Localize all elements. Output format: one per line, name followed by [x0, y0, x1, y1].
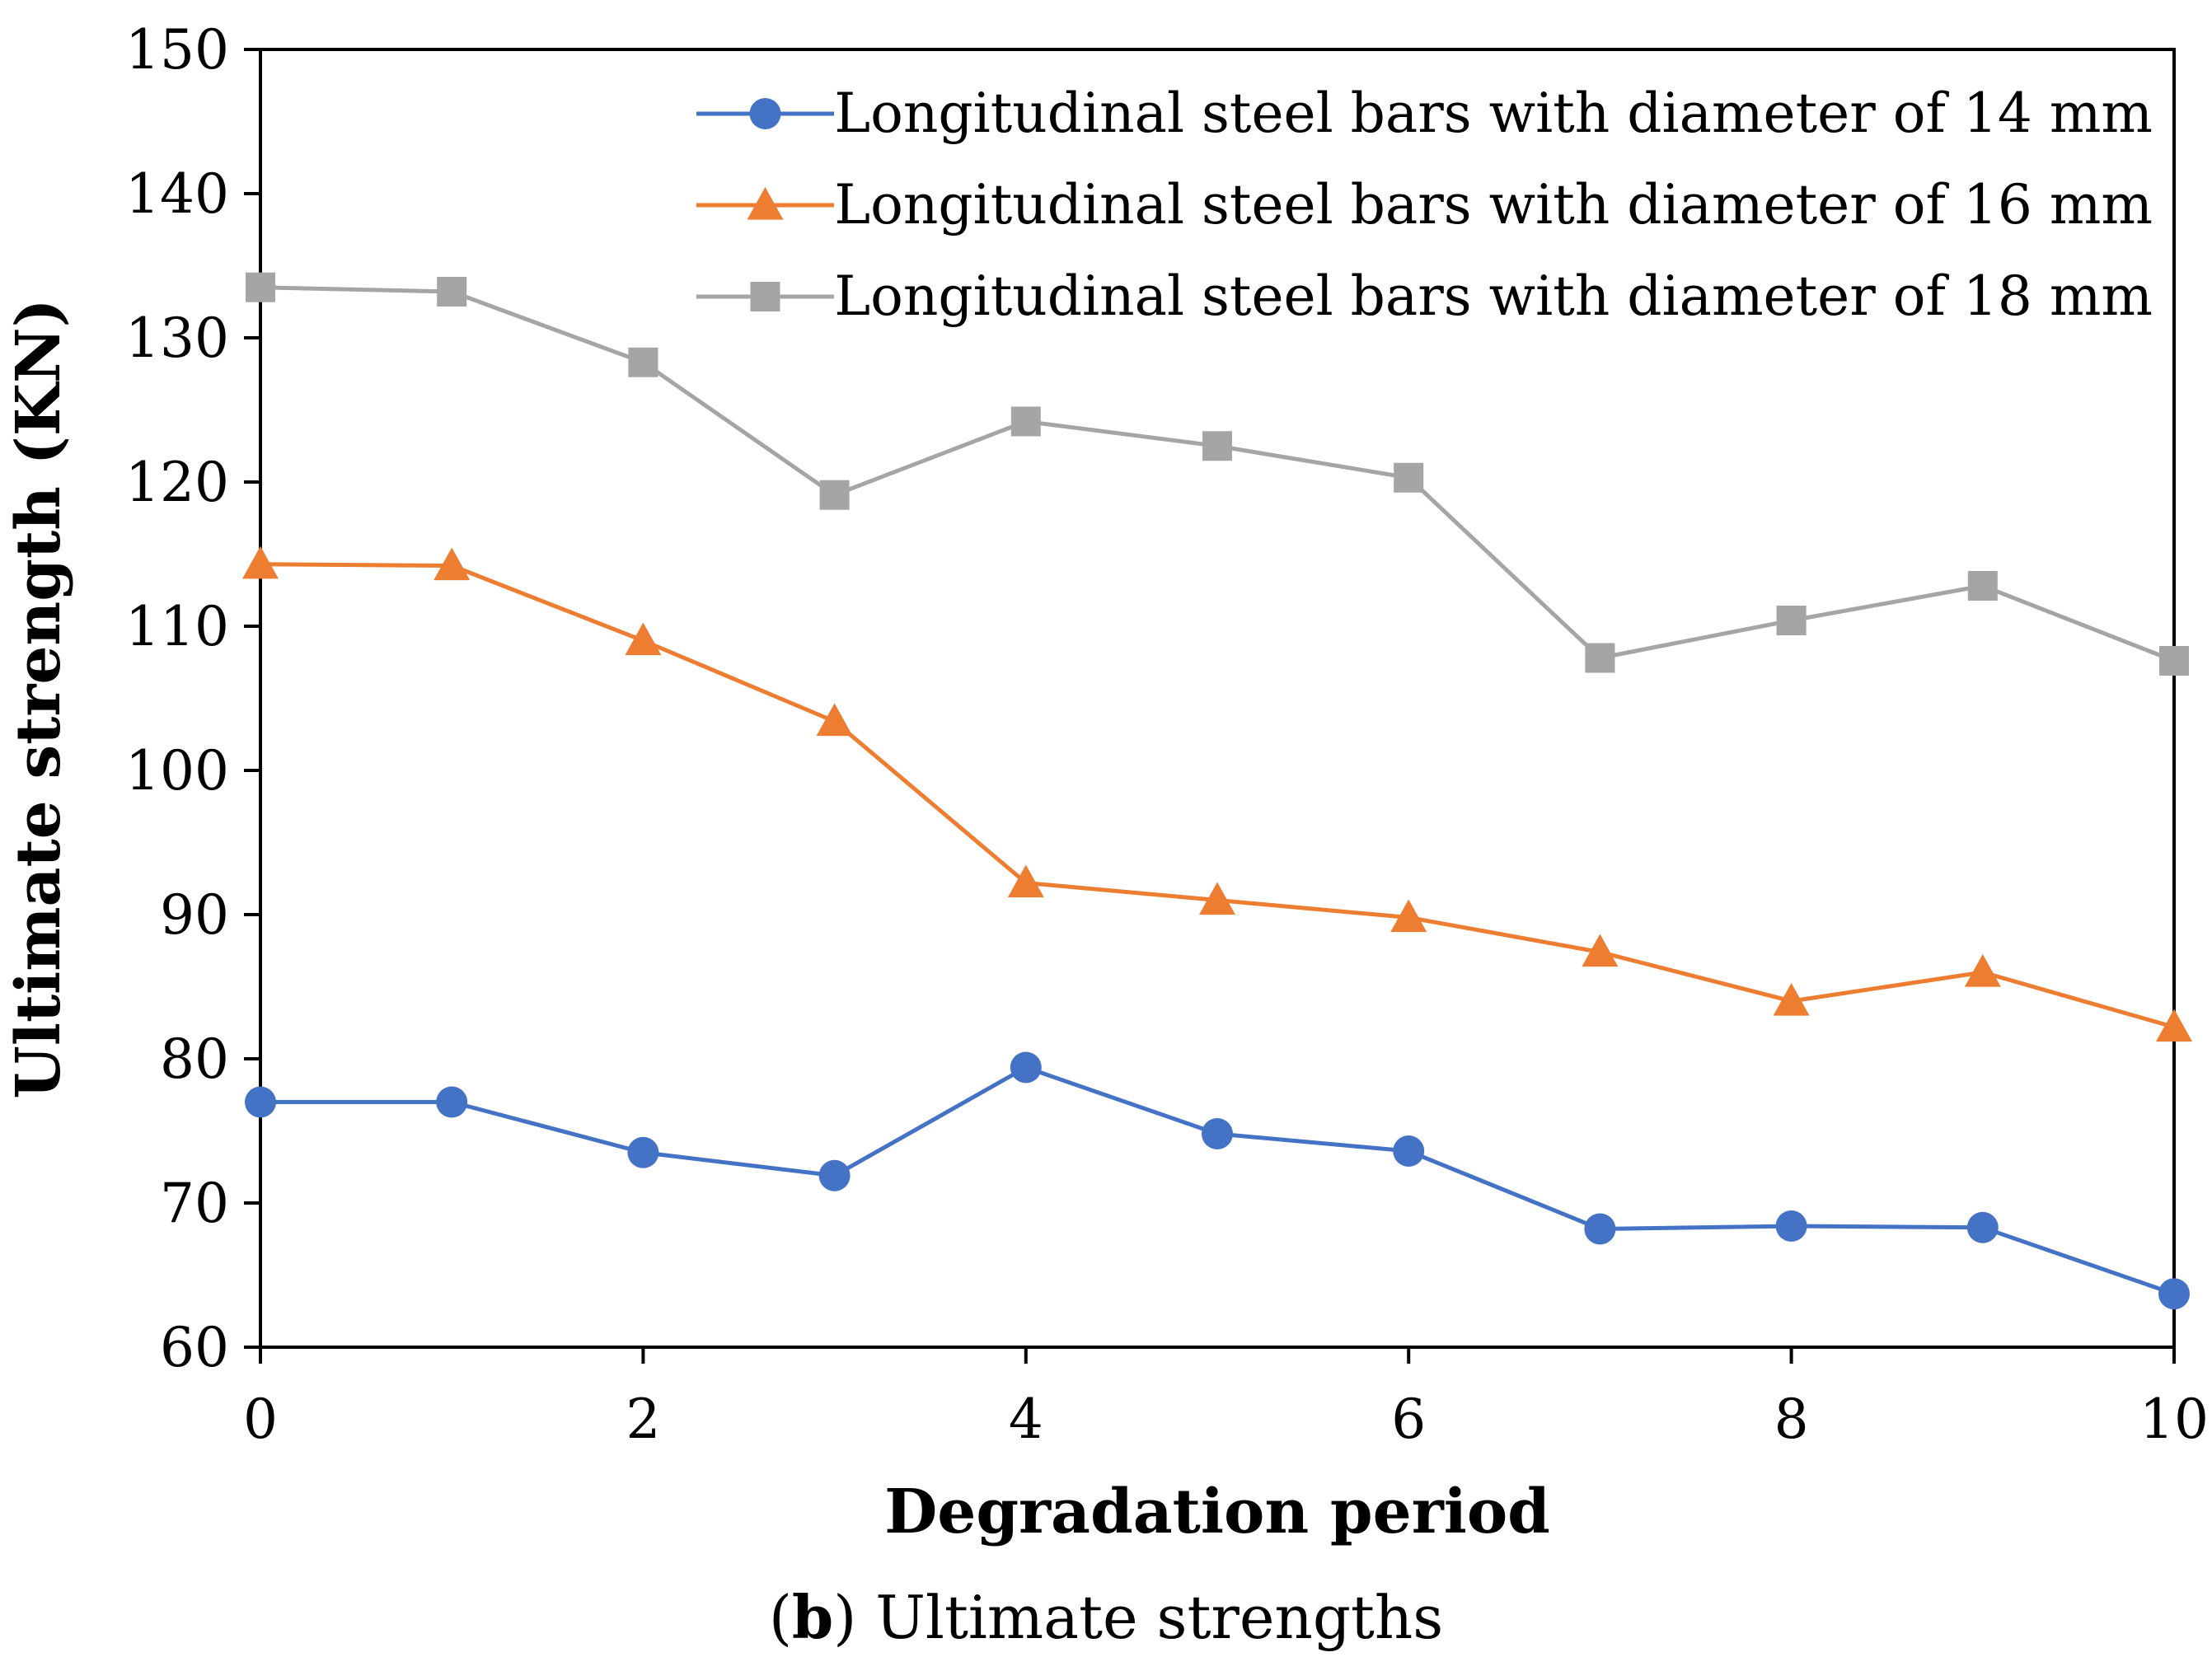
legend-item: Longitudinal steel bars with diameter of… — [696, 82, 2153, 145]
y-axis-title: Ultimate strength (KN) — [3, 298, 74, 1098]
data-point-marker — [1584, 1214, 1615, 1245]
data-point-marker — [2159, 646, 2189, 676]
figure-caption: (b) Ultimate strengths — [769, 1582, 1443, 1652]
data-point-marker — [628, 348, 658, 377]
legend-label: Longitudinal steel bars with diameter of… — [834, 82, 2153, 145]
legend: Longitudinal steel bars with diameter of… — [696, 82, 2153, 328]
x-axis-title: Degradation period — [884, 1477, 1550, 1547]
data-point-marker — [1777, 606, 1807, 635]
data-point-marker — [2158, 1278, 2190, 1309]
caption-panel-letter: b — [792, 1582, 833, 1652]
data-point-marker — [1010, 1052, 1042, 1084]
data-point-marker — [819, 1160, 851, 1191]
legend-marker — [750, 98, 781, 129]
data-point-marker — [1968, 571, 1998, 601]
data-point-marker — [1202, 431, 1232, 461]
data-point-marker — [1776, 1210, 1807, 1242]
chart-figure: 0 2 4 6 8 10 60 70 80 90 100 110 120 130 140 150 Degra… — [0, 0, 2212, 1657]
data-point-marker — [1011, 407, 1041, 437]
legend-marker — [751, 282, 780, 311]
x-tick-label: 10 — [2139, 1388, 2209, 1451]
legend-label: Longitudinal steel bars with diameter of… — [834, 173, 2153, 236]
data-point-marker — [1967, 1212, 1999, 1243]
legend-item: Longitudinal steel bars with diameter of… — [696, 173, 2153, 236]
legend-item: Longitudinal steel bars with diameter of… — [696, 264, 2153, 328]
y-tick-label: 90 — [160, 883, 229, 947]
caption-text: ) Ultimate strengths — [833, 1583, 1443, 1652]
data-point-marker — [437, 277, 466, 307]
x-tick-label: 8 — [1774, 1388, 1809, 1451]
y-tick-label: 140 — [125, 162, 229, 226]
caption-open: ( — [769, 1583, 792, 1652]
y-tick-label: 80 — [160, 1027, 229, 1091]
y-tick-label: 130 — [125, 307, 229, 370]
legend-label: Longitudinal steel bars with diameter of… — [834, 264, 2153, 328]
data-point-marker — [436, 1087, 467, 1118]
y-tick-label: 120 — [125, 451, 229, 514]
x-tick-label: 0 — [243, 1388, 278, 1451]
y-tick-label: 60 — [160, 1316, 229, 1379]
data-point-marker — [627, 1137, 658, 1168]
data-point-marker — [245, 1087, 276, 1118]
data-point-marker — [246, 273, 275, 302]
data-point-marker — [1393, 1135, 1424, 1167]
y-tick-label: 100 — [125, 739, 229, 803]
x-tick-label: 4 — [1009, 1388, 1043, 1451]
y-tick-label: 70 — [160, 1172, 229, 1235]
data-point-marker — [1202, 1118, 1233, 1149]
y-tick-label: 150 — [125, 18, 229, 82]
x-tick-label: 2 — [626, 1388, 660, 1451]
x-tick-label: 6 — [1391, 1388, 1426, 1451]
data-point-marker — [1585, 644, 1614, 673]
data-point-marker — [820, 480, 850, 510]
figure-background — [0, 0, 2212, 1657]
y-tick-label: 110 — [125, 595, 229, 658]
data-point-marker — [1394, 463, 1423, 493]
